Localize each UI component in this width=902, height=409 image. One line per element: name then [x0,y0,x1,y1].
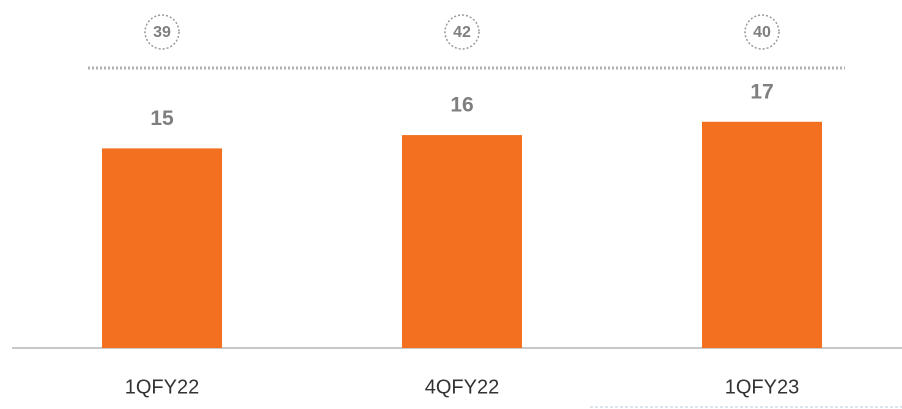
value-label: 15 [150,107,174,130]
circled-value: 39 [153,24,171,41]
x-tick-label: 4QFY22 [425,376,499,398]
circle-badge [444,14,480,50]
circled-value: 42 [453,24,471,41]
bar [702,121,822,349]
x-tick-label: 1QFY22 [125,376,199,398]
x-tick-label: 1QFY23 [725,376,799,398]
circle-badge [144,14,180,50]
value-label: 16 [450,94,473,117]
circled-value: 40 [753,24,771,41]
circle-badge [744,14,780,50]
bar [402,135,522,348]
bar [102,148,222,348]
value-label: 17 [750,80,773,103]
